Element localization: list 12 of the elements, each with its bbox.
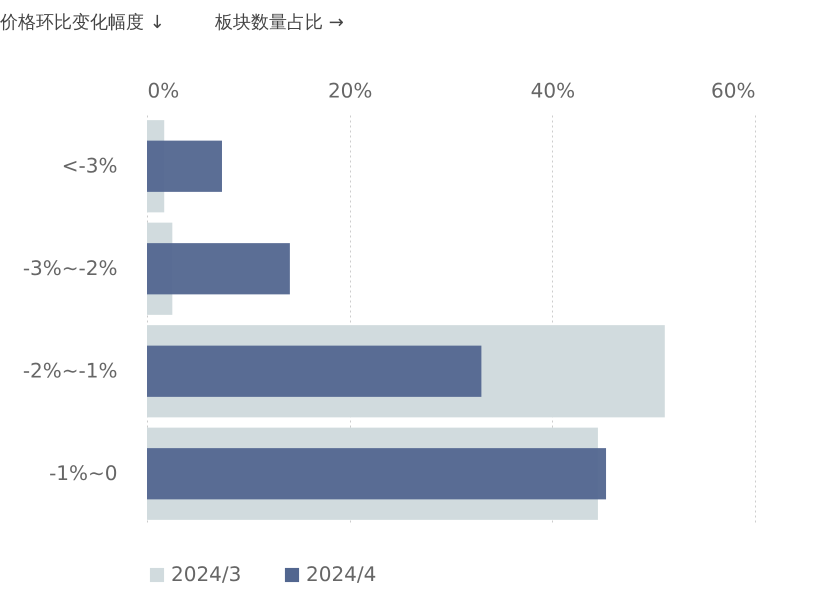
y-tick-label: -1%~0: [49, 460, 118, 485]
x-axis-title: 板块数量占比 →: [214, 12, 344, 33]
y-tick-label: -3%~-2%: [22, 256, 118, 280]
legend-label: 2024/3: [171, 562, 242, 586]
y-tick-label: <-3%: [62, 153, 118, 178]
x-tick-label: 60%: [711, 78, 756, 102]
legend-label: 2024/4: [306, 562, 376, 586]
y-tick-label: -2%~-1%: [22, 358, 118, 382]
x-tick-label: 20%: [328, 78, 372, 102]
x-tick-label: 0%: [148, 78, 180, 102]
y-axis-title: 价格环比变化幅度 ↓: [0, 12, 165, 33]
x-tick-label: 40%: [530, 78, 576, 102]
